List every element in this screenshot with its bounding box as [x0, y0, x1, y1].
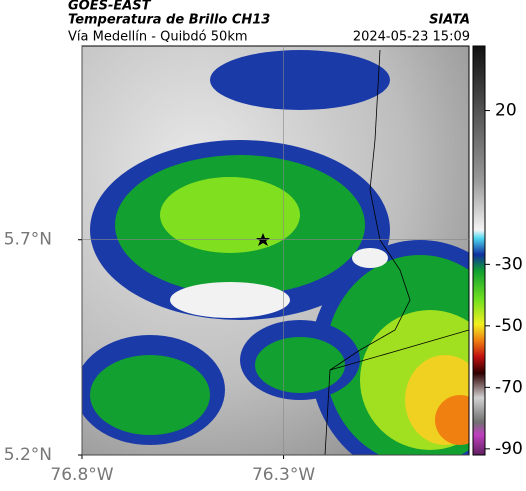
- x-tick-label: 76.8°W: [50, 465, 113, 485]
- x-tick-label: 76.3°W: [252, 465, 315, 485]
- y-tick-label: 5.2°N: [4, 445, 52, 465]
- product: GOES-EAST: [68, 0, 152, 14]
- colorbar: [472, 45, 486, 456]
- title: Temperatura de Brillo CH13: [68, 13, 270, 28]
- timestamp: 2024-05-23 15:09: [353, 30, 470, 45]
- subtitle: Vía Medellín - Quibdó 50km: [68, 30, 248, 45]
- colorbar-tick-label: 20: [495, 101, 517, 121]
- colorbar-tick-label: -90: [495, 439, 523, 459]
- colorbar-tick-label: -30: [495, 254, 523, 274]
- colorbar-tick-label: -70: [495, 377, 523, 397]
- y-tick-label: 5.7°N: [4, 230, 52, 250]
- satellite-image: [82, 46, 469, 455]
- colorbar-tick-label: -50: [495, 316, 523, 336]
- source: SIATA: [429, 13, 470, 28]
